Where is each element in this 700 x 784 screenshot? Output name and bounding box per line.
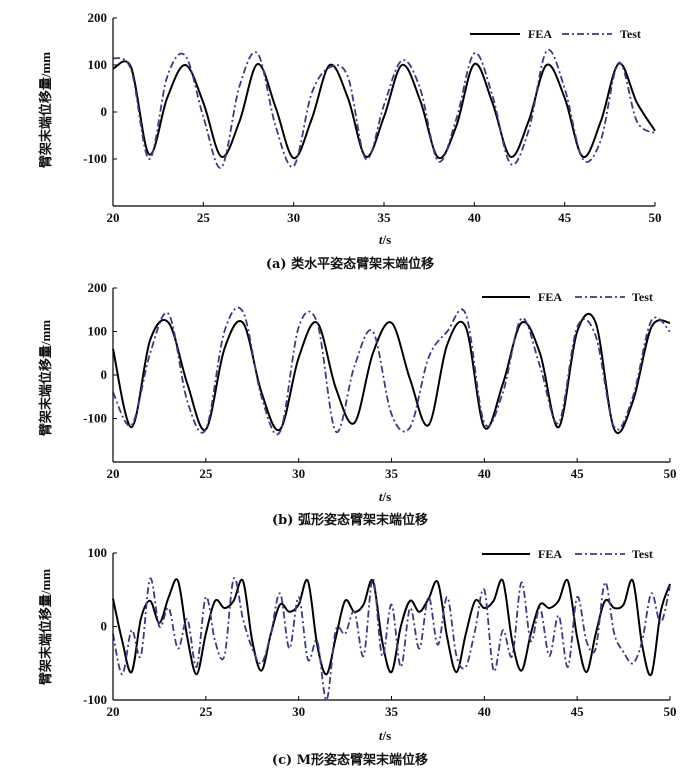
plot-a-lines [112, 48, 656, 169]
x-tick-label-c: 45 [571, 704, 585, 719]
ylabel-a: 臂架末端位移量/mm [38, 52, 53, 168]
plot-b-axes: 20 25 30 35 40 45 50 200 100 0 -100 [83, 280, 676, 481]
ylabel-b: 臂架末端位移量/mm [38, 320, 53, 436]
x-tick-label-c: 40 [478, 704, 491, 719]
plot-c-axes: 20 25 30 35 40 45 50 100 0 -100 [83, 545, 676, 719]
x-tick-label-a: 40 [468, 210, 481, 225]
x-tick-label-c: 50 [664, 704, 677, 719]
x-tick-label-c: 20 [107, 704, 120, 719]
x-tick-label-b: 45 [571, 466, 585, 481]
xlabel-b-unit: /s [381, 489, 391, 504]
y-tick-label-a: 0 [101, 104, 108, 119]
x-tick-label-c: 25 [199, 704, 213, 719]
y-tick-label-c: -100 [83, 692, 107, 707]
y-tick-label-a: 200 [88, 10, 108, 25]
legend-c-test-label: Test [632, 547, 653, 561]
y-tick-label-b: -100 [83, 411, 107, 426]
y-tick-label-b: 100 [88, 324, 108, 339]
x-tick-label-b: 50 [664, 466, 677, 481]
caption-b: (b) 弧形姿态臂架末端位移 [272, 512, 428, 528]
legend-b: FEA Test [482, 290, 653, 304]
panel-b: 20 25 30 35 40 45 50 200 100 0 -100 臂架末端位移量/mm t/s… [38, 280, 677, 528]
x-tick-label-a: 30 [287, 210, 300, 225]
y-tick-label-c: 100 [88, 545, 108, 560]
xlabel-c: t/s [379, 728, 391, 743]
plot-c-lines [112, 577, 671, 701]
y-tick-label-a: 100 [88, 57, 108, 72]
x-tick-label-b: 40 [478, 466, 491, 481]
x-tick-label-a: 20 [107, 210, 120, 225]
y-tick-label-b: 200 [88, 280, 108, 295]
series-c-test [112, 577, 671, 701]
x-tick-label-b: 25 [199, 466, 213, 481]
caption-a: (a) 类水平姿态臂架末端位移 [266, 256, 434, 272]
x-tick-label-a: 45 [558, 210, 572, 225]
x-tick-label-a: 35 [378, 210, 392, 225]
xlabel-b-var: t [379, 489, 383, 504]
plot-a-axes: 20 25 30 35 40 45 50 200 100 0 -100 [83, 10, 661, 225]
xlabel-b: t/s [379, 489, 391, 504]
xlabel-a-unit: /s [381, 232, 391, 247]
legend-c-fea-label: FEA [538, 547, 562, 561]
legend-b-test-label: Test [632, 290, 653, 304]
xlabel-a-var: t [379, 232, 383, 247]
xlabel-c-var: t [379, 728, 383, 743]
series-a-fea [112, 60, 656, 160]
legend-c: FEA Test [482, 547, 653, 561]
plot-b-lines [112, 306, 671, 436]
x-tick-label-c: 30 [292, 704, 305, 719]
panel-c: 20 25 30 35 40 45 50 100 0 -100 臂架末端位移量/mm t/s (c… [38, 545, 677, 768]
x-tick-label-a: 25 [197, 210, 211, 225]
panel-a: 20 25 30 35 40 45 50 200 100 0 -100 臂架末端位移量/mm t/s… [38, 10, 662, 272]
legend-b-fea-label: FEA [538, 290, 562, 304]
legend-a-test-label: Test [620, 27, 641, 41]
x-tick-label-b: 30 [292, 466, 305, 481]
x-tick-label-b: 20 [107, 466, 120, 481]
x-tick-label-c: 35 [385, 704, 399, 719]
x-tick-label-b: 35 [385, 466, 399, 481]
caption-c: (c) M形姿态臂架末端位移 [272, 752, 428, 768]
xlabel-a: t/s [379, 232, 391, 247]
series-a-test [112, 48, 656, 169]
y-tick-label-c: 0 [101, 619, 108, 634]
series-c-fea [112, 578, 671, 677]
y-tick-label-a: -100 [83, 151, 107, 166]
xlabel-c-unit: /s [381, 728, 391, 743]
y-tick-label-b: 0 [101, 367, 108, 382]
series-b-test [112, 306, 671, 436]
legend-a-fea-label: FEA [528, 27, 552, 41]
ylabel-c: 臂架末端位移量/mm [38, 569, 53, 685]
x-tick-label-a: 50 [649, 210, 662, 225]
legend-a: FEA Test [470, 27, 641, 41]
